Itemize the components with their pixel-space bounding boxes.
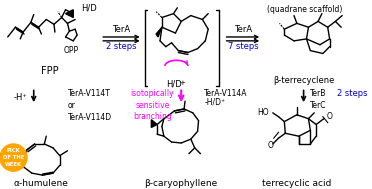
Text: 7 steps: 7 steps — [228, 42, 258, 51]
Text: (quadrane scaffold): (quadrane scaffold) — [267, 5, 342, 14]
Text: H/D: H/D — [81, 3, 97, 12]
Text: isotopically
sensitive
branching: isotopically sensitive branching — [131, 90, 174, 121]
Text: 2 steps: 2 steps — [106, 42, 137, 51]
Text: TerA: TerA — [234, 25, 252, 34]
Text: TerA-V114A: TerA-V114A — [204, 90, 248, 98]
Circle shape — [0, 144, 27, 171]
Text: β-caryophyllene: β-caryophyllene — [145, 179, 218, 188]
Polygon shape — [65, 10, 73, 18]
Text: 2 steps: 2 steps — [337, 90, 368, 98]
Text: TerA-V114T
or
TerA-V114D: TerA-V114T or TerA-V114D — [67, 90, 112, 122]
Text: TerB
TerC: TerB TerC — [310, 90, 327, 110]
Text: FPP: FPP — [41, 66, 59, 76]
Text: O: O — [327, 112, 333, 121]
Text: α-humulene: α-humulene — [13, 179, 68, 188]
Text: PICK
OF THE
WEEK: PICK OF THE WEEK — [3, 149, 24, 167]
Text: -H⁺: -H⁺ — [13, 93, 27, 102]
Text: O: O — [268, 141, 274, 150]
Polygon shape — [156, 27, 162, 37]
Text: H/D: H/D — [166, 80, 182, 89]
Polygon shape — [16, 158, 21, 165]
Text: -H/D⁺: -H/D⁺ — [204, 97, 225, 106]
Polygon shape — [151, 120, 157, 127]
Text: +: + — [179, 80, 185, 86]
Text: terrecyclic acid: terrecyclic acid — [262, 179, 331, 188]
Text: HO: HO — [257, 108, 269, 117]
Text: β-terrecyclene: β-terrecyclene — [273, 76, 334, 85]
Text: OPP: OPP — [64, 46, 79, 55]
Text: TerA: TerA — [112, 25, 131, 34]
